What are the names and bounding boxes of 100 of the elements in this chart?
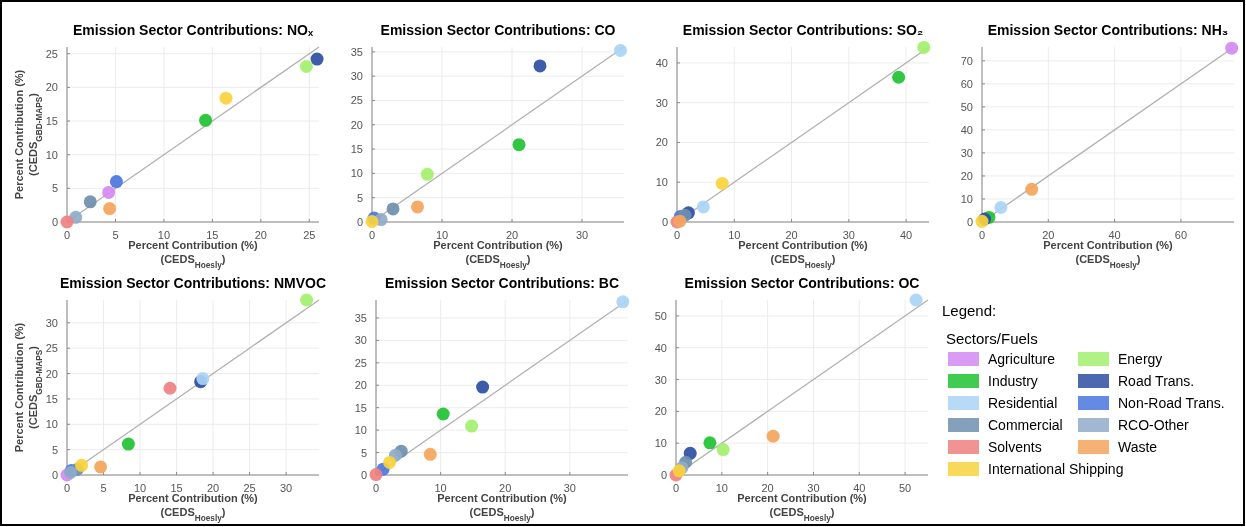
y-tick-label: 0 (51, 469, 58, 481)
y-tick-label: 35 (350, 45, 363, 58)
y-tick-label: 30 (354, 334, 367, 347)
x-tick-label: 30 (842, 229, 855, 241)
legend-label: Energy (1118, 351, 1163, 367)
y-tick-label: 30 (655, 96, 668, 109)
x-tick-label: 5 (100, 482, 107, 494)
y-tick-label: 0 (661, 216, 668, 228)
chart-title: Emission Sector Contributions: OC (684, 275, 920, 291)
chart-title: Emission Sector Contributions: CO (380, 22, 616, 38)
y-tick-label: 20 (655, 136, 668, 149)
x-tick-label: 0 (63, 482, 71, 494)
y-tick-label: 70 (960, 54, 973, 67)
x-tick-label: 25 (243, 482, 256, 494)
x-tick-label: 10 (435, 229, 449, 241)
x-tick-label: 20 (254, 229, 267, 241)
y-tick-label: 20 (654, 405, 667, 418)
y-tick-label: 0 (356, 216, 363, 228)
y-tick-label: 10 (354, 424, 367, 437)
y-tick-label: 25 (45, 47, 58, 60)
legend-label: RCO-Other (1118, 417, 1190, 433)
x-tick-label: 20 (785, 229, 798, 241)
x-tick-label: 0 (673, 229, 681, 241)
x-tick-label: 30 (563, 482, 576, 494)
y-tick-label: 20 (45, 81, 58, 94)
y-tick-label: 40 (960, 123, 973, 136)
x-tick-label: 10 (434, 482, 447, 494)
y-tick-label: 10 (45, 418, 58, 431)
y-tick-label: 30 (45, 316, 58, 329)
x-tick-label: 30 (280, 482, 293, 494)
chart-title: Emission Sector Contributions: NH₃ (987, 22, 1229, 38)
x-tick-label: 30 (807, 482, 820, 494)
x-tick-label: 0 (63, 229, 71, 241)
y-tick-label: 20 (350, 118, 363, 131)
y-tick-label: 5 (356, 191, 363, 204)
y-tick-label: 25 (350, 94, 363, 107)
y-tick-label: 10 (654, 437, 667, 450)
y-tick-label: 15 (354, 401, 367, 414)
x-tick-label: 30 (575, 229, 589, 241)
y-tick-label: 5 (51, 443, 58, 456)
y-tick-label: 5 (360, 446, 367, 459)
x-tick-label: 40 (899, 229, 913, 241)
y-tick-label: 30 (350, 70, 363, 83)
y-tick-label: 35 (354, 311, 367, 324)
x-tick-label: 20 (505, 229, 519, 241)
y-tick-label: 10 (655, 176, 668, 189)
y-tick-label: 20 (45, 367, 58, 380)
x-tick-label: 10 (715, 482, 728, 494)
y-tick-label: 0 (966, 216, 973, 228)
x-axis-title: Percent Contribution (%) (CEDS$_{Hoesly}$) (128, 239, 259, 270)
x-axis-title: Percent Contribution (%) (CEDS$_{Hoesly}$) (437, 492, 568, 523)
y-tick-label: 5 (51, 182, 58, 195)
y-tick-label: 30 (654, 373, 667, 386)
y-tick-label: 10 (960, 192, 973, 205)
y-tick-label: 15 (45, 115, 58, 128)
x-tick-label: 10 (133, 482, 147, 494)
legend-label: Industry (988, 373, 1038, 389)
y-tick-label: 0 (360, 469, 367, 481)
legend-label: Residential (988, 395, 1058, 411)
chart-title: Emission Sector Contributions: NOₓ (72, 22, 314, 38)
y-tick-label: 25 (354, 356, 367, 369)
legend-label: Waste (1118, 439, 1158, 455)
y-tick-label: 0 (51, 216, 58, 228)
legend-label: Agriculture (988, 351, 1056, 367)
x-tick-label: 0 (978, 229, 986, 241)
x-axis-title: Percent Contribution (%) (CEDS$_{Hoesly}$) (737, 492, 868, 523)
x-tick-label: 25 (303, 229, 316, 241)
y-tick-label: 15 (45, 392, 58, 405)
x-tick-label: 20 (1042, 229, 1055, 241)
legend-label: International Shipping (988, 461, 1124, 477)
x-tick-label: 40 (853, 482, 866, 494)
chart-title: Emission Sector Contributions: NMVOC (59, 275, 327, 291)
y-tick-label: 0 (660, 469, 667, 481)
y-tick-label: 40 (654, 341, 667, 354)
x-tick-label: 20 (499, 482, 512, 494)
legend-label: Road Trans. (1118, 373, 1195, 389)
x-tick-label: 10 (157, 229, 171, 241)
y-tick-label: 50 (654, 309, 667, 322)
chart-title: Emission Sector Contributions: BC (384, 275, 620, 291)
y-tick-label: 20 (960, 169, 973, 182)
y-tick-label: 10 (350, 167, 363, 180)
legend-title: Sectors/Fuels (946, 330, 1038, 347)
chart-title: Emission Sector Contributions: SO₂ (682, 22, 924, 38)
y-tick-label: 60 (960, 77, 973, 90)
y-tick-label: 20 (354, 379, 367, 392)
x-axis-title: Percent Contribution (%) (CEDS$_{Hoesly}$) (128, 492, 259, 523)
x-tick-label: 60 (1174, 229, 1188, 241)
y-tick-label: 30 (960, 146, 973, 159)
legend-label: Solvents (988, 439, 1042, 455)
x-tick-label: 5 (112, 229, 119, 241)
x-tick-label: 0 (372, 482, 380, 494)
x-tick-label: 0 (368, 229, 376, 241)
x-tick-label: 15 (206, 229, 219, 241)
x-tick-label: 20 (206, 482, 220, 494)
x-tick-label: 0 (672, 482, 680, 494)
x-tick-label: 15 (170, 482, 183, 494)
y-tick-label: 40 (655, 56, 668, 69)
x-axis-title: Percent Contribution (%) (CEDS$_{Hoesly}$) (1043, 239, 1174, 270)
x-axis-title: Percent Contribution (%) (CEDS$_{Hoesly}$) (738, 239, 869, 270)
y-tick-label: 50 (960, 100, 973, 113)
